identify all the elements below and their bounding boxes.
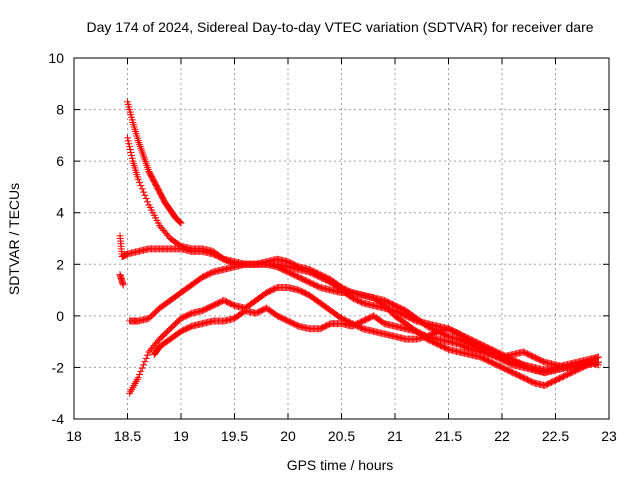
data-point — [176, 218, 184, 226]
series-trace-7 — [150, 304, 602, 371]
data-point — [126, 146, 134, 154]
chart-title: Day 174 of 2024, Sidereal Day-to-day VTE… — [86, 19, 593, 35]
x-tick-label: 22 — [494, 428, 510, 444]
y-tick-label: 8 — [56, 102, 64, 118]
data-point — [593, 354, 601, 362]
x-tick-label: 20.5 — [328, 428, 355, 444]
y-axis-ticks: -4 -2 0 2 4 6 8 10 — [48, 50, 609, 427]
y-tick-label: 10 — [48, 50, 64, 66]
data-point — [177, 219, 185, 227]
data-point — [128, 151, 136, 159]
data-point — [594, 353, 602, 361]
data-point — [141, 358, 149, 366]
data-point — [138, 185, 146, 193]
data-point — [144, 198, 152, 206]
x-tick-label: 21.5 — [435, 428, 462, 444]
data-point — [124, 137, 132, 145]
x-tick-label: 22.5 — [542, 428, 569, 444]
x-tick-label: 20 — [280, 428, 296, 444]
data-point — [124, 134, 131, 142]
y-tick-label: 4 — [56, 205, 64, 221]
data-point — [127, 148, 135, 156]
data-point — [141, 191, 149, 199]
data-point — [140, 361, 148, 369]
data-point — [136, 371, 144, 379]
data-point — [134, 175, 142, 183]
data-point — [134, 374, 142, 382]
y-tick-label: 2 — [56, 256, 64, 272]
data-point — [144, 351, 152, 359]
y-tick-label: 6 — [56, 153, 64, 169]
data-point — [142, 354, 150, 362]
series-trace-1 — [124, 98, 185, 227]
x-axis-ticks: 18 18.5 19 19.5 20 20.5 21 21.5 22 22.5 23 — [66, 58, 617, 444]
data-point — [138, 364, 146, 372]
data-point — [140, 188, 148, 196]
x-tick-label: 21 — [387, 428, 403, 444]
y-tick-label: -2 — [52, 359, 65, 375]
data-point — [125, 140, 133, 148]
data-point — [137, 182, 145, 190]
data-point — [128, 154, 136, 162]
x-tick-label: 18 — [66, 428, 82, 444]
y-tick-label: -4 — [52, 411, 65, 427]
x-tick-label: 19 — [173, 428, 189, 444]
data-point — [136, 178, 144, 186]
y-tick-label: 0 — [56, 308, 64, 324]
x-tick-label: 19.5 — [221, 428, 248, 444]
data-point — [142, 195, 150, 203]
data-point — [176, 218, 184, 226]
data-point — [126, 143, 134, 151]
y-axis-title: SDTVAR / TECUs — [6, 183, 22, 295]
x-tick-label: 23 — [601, 428, 617, 444]
series-trace-5 — [126, 260, 602, 389]
x-tick-label: 18.5 — [114, 428, 141, 444]
data-points — [116, 98, 602, 397]
data-point — [119, 281, 127, 289]
series-trace-4 — [116, 271, 127, 289]
data-point — [137, 367, 145, 375]
x-axis-title: GPS time / hours — [287, 457, 394, 473]
